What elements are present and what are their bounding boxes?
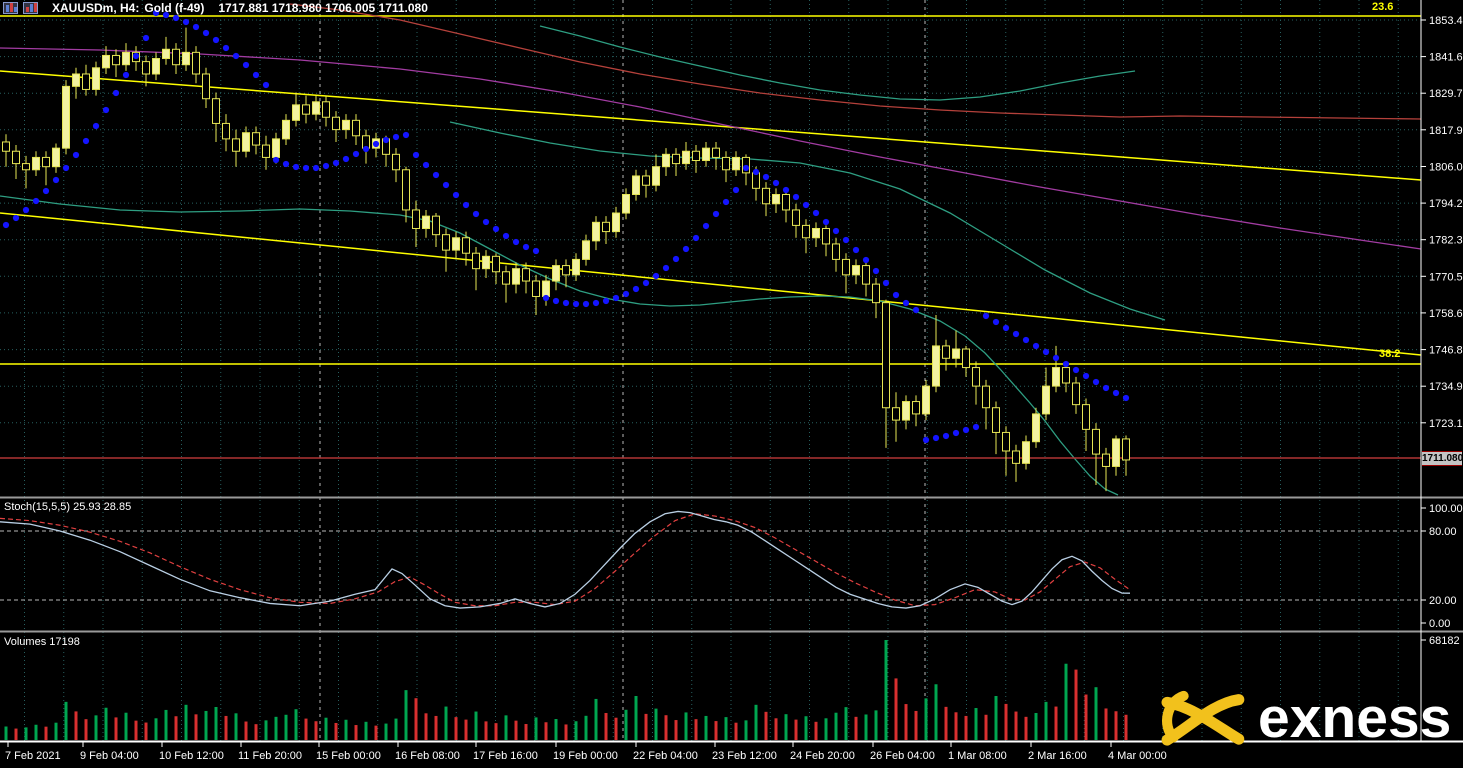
svg-text:1758.670: 1758.670 (1429, 308, 1463, 320)
svg-text:2 Mar 16:00: 2 Mar 16:00 (1028, 750, 1087, 762)
svg-text:22 Feb 04:00: 22 Feb 04:00 (633, 750, 698, 762)
svg-text:1723.120: 1723.120 (1429, 418, 1463, 430)
svg-text:1746.820: 1746.820 (1429, 345, 1463, 357)
svg-text:19 Feb 00:00: 19 Feb 00:00 (553, 750, 618, 762)
ohlc-values-label: 1717.881 1718.980 1706.005 1711.080 (218, 1, 428, 15)
current-price-tag: 1711.080 (1422, 451, 1463, 466)
fibonacci-level-lines (0, 15, 1421, 365)
stochastic-lines (0, 510, 1421, 609)
svg-text:68182: 68182 (1429, 635, 1460, 647)
volume-axis-labels: 68182 (1421, 635, 1460, 647)
svg-text:23 Feb 12:00: 23 Feb 12:00 (712, 750, 777, 762)
volumes-indicator-label: Volumes 17198 (4, 636, 80, 648)
svg-text:1841.620: 1841.620 (1429, 52, 1463, 64)
time-axis-labels[interactable]: 7 Feb 2021 9 Feb 04:00 10 Feb 12:00 11 Feb … (5, 742, 1167, 762)
svg-text:15 Feb 00:00: 15 Feb 00:00 (316, 750, 381, 762)
trendlines (0, 70, 1422, 356)
stochastic-indicator-label: Stoch(15,5,5) 25.93 28.85 (4, 501, 132, 513)
exness-logo-text: exness (1258, 685, 1452, 750)
symbol-description-label: Gold (f-49) (144, 1, 205, 15)
symbol-period-label: XAUUSDm, H4: (52, 1, 140, 15)
svg-text:1794.220: 1794.220 (1429, 198, 1463, 210)
grid-lines (0, 0, 1421, 741)
panel-separators (0, 496, 1463, 743)
svg-text:1829.770: 1829.770 (1429, 88, 1463, 100)
exness-logo-icon (1161, 690, 1245, 746)
svg-text:1817.920: 1817.920 (1429, 125, 1463, 137)
exness-logo: exness (1156, 688, 1451, 748)
week-separator-lines (319, 0, 926, 741)
svg-text:4 Mar 00:00: 4 Mar 00:00 (1108, 750, 1167, 762)
price-axis-labels: 1853.470 1841.620 1829.770 1817.920 1806.070… (1421, 15, 1463, 430)
fib-level-label-236[interactable]: 23.6 (1372, 1, 1394, 13)
svg-text:100.00: 100.00 (1429, 503, 1463, 515)
svg-text:80.00: 80.00 (1429, 526, 1457, 538)
svg-text:9 Feb 04:00: 9 Feb 04:00 (80, 750, 139, 762)
svg-text:17 Feb 16:00: 17 Feb 16:00 (473, 750, 538, 762)
svg-text:0.00: 0.00 (1429, 618, 1450, 630)
svg-text:1782.370: 1782.370 (1429, 235, 1463, 247)
chart-window-icon[interactable] (3, 2, 18, 14)
svg-text:1853.470: 1853.470 (1429, 15, 1463, 27)
svg-text:1806.070: 1806.070 (1429, 162, 1463, 174)
svg-text:16 Feb 08:00: 16 Feb 08:00 (395, 750, 460, 762)
svg-text:11 Feb 20:00: 11 Feb 20:00 (238, 750, 302, 762)
svg-text:20.00: 20.00 (1429, 595, 1457, 607)
chart-title-bar: XAUUSDm, H4: Gold (f-49) 1717.881 1718.9… (3, 1, 428, 15)
svg-text:24 Feb 20:00: 24 Feb 20:00 (790, 750, 855, 762)
fib-level-label-382[interactable]: 38.2 (1379, 348, 1401, 360)
svg-text:1734.970: 1734.970 (1429, 381, 1463, 393)
volume-bars (4, 640, 1128, 740)
svg-text:10 Feb 12:00: 10 Feb 12:00 (159, 750, 224, 762)
svg-text:7 Feb 2021: 7 Feb 2021 (5, 750, 61, 762)
candlesticks (2, 27, 1130, 492)
svg-text:26 Feb 04:00: 26 Feb 04:00 (870, 750, 935, 762)
moving-average-lines (0, 3, 1422, 496)
parabolic-sar-dots (2, 9, 1130, 444)
svg-text:1 Mar 08:00: 1 Mar 08:00 (948, 750, 1007, 762)
svg-text:1770.520: 1770.520 (1429, 271, 1463, 283)
chart-template-icon[interactable] (23, 2, 38, 14)
stoch-axis-labels: 100.00 80.00 20.00 0.00 (1421, 503, 1463, 630)
